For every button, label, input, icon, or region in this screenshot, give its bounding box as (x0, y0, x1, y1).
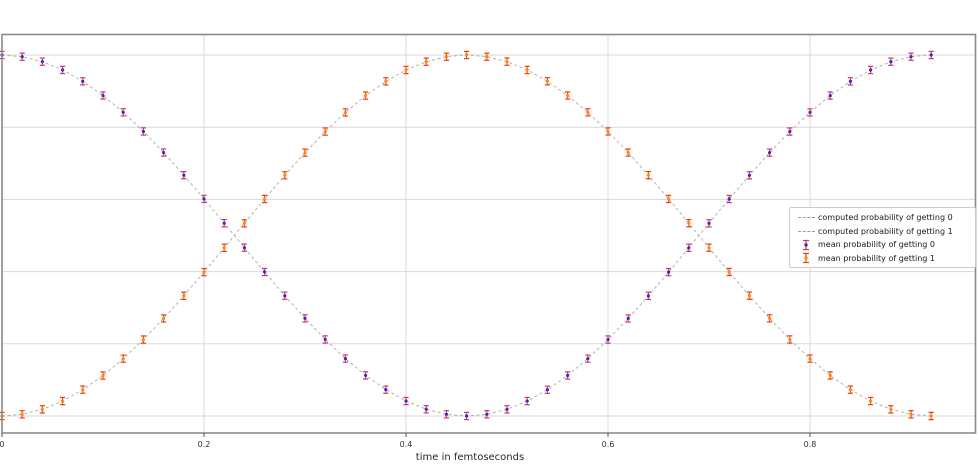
errorbar-series-1 (0, 50, 934, 421)
legend-label: computed probability of getting 0 (818, 213, 953, 223)
dashed-line-sample (797, 230, 815, 232)
dashed-line-icon (794, 230, 818, 232)
legend: computed probability of getting 0 compute… (789, 207, 976, 268)
x-axis-label: time in femtoseconds (415, 452, 525, 463)
legend-entry-2: mean probability of getting 0 (794, 238, 971, 251)
gridlines (2, 34, 976, 433)
dashed-line-icon (794, 217, 818, 219)
x-tick-label: 0.2 (198, 440, 211, 449)
x-tick-label: 0.8 (804, 440, 817, 449)
legend-label: computed probability of getting 1 (818, 226, 953, 236)
x-tick-label: 0.4 (400, 440, 413, 449)
legend-label: mean probability of getting 1 (818, 253, 935, 263)
legend-entry-1: computed probability of getting 1 (794, 225, 971, 238)
x-tick-label: 0 (0, 440, 5, 449)
errorbar-series-0 (0, 50, 934, 421)
x-axis: 0 0.2 0.4 0.6 0.8 (0, 433, 816, 449)
legend-entry-0: computed probability of getting 0 (794, 211, 971, 224)
x-tick-label: 0.6 (602, 440, 615, 449)
legend-label: mean probability of getting 0 (818, 240, 935, 250)
dashed-line-sample (797, 217, 815, 219)
legend-entry-3: mean probability of getting 1 (794, 252, 971, 265)
errorbar-icon (794, 252, 818, 264)
errorbar-icon (794, 239, 818, 251)
